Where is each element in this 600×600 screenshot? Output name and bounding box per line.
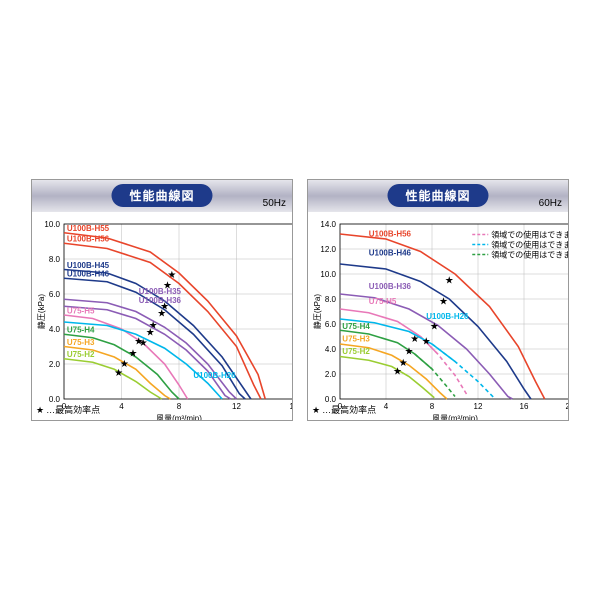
svg-text:風量(m³/min): 風量(m³/min) <box>432 414 478 420</box>
svg-text:★: ★ <box>114 368 123 379</box>
svg-text:8.0: 8.0 <box>49 255 61 264</box>
svg-text:10.0: 10.0 <box>44 220 60 229</box>
svg-text:6.0: 6.0 <box>49 290 61 299</box>
svg-text:★: ★ <box>146 328 155 339</box>
svg-text:8: 8 <box>177 402 182 411</box>
svg-text:U100B-H26: U100B-H26 <box>426 312 469 321</box>
svg-text:2.0: 2.0 <box>325 370 337 379</box>
chart-panel-1: 性能曲線図 60Hz 0481216200.02.04.06.08.010.01… <box>307 179 569 421</box>
panel-frequency: 60Hz <box>539 198 562 209</box>
svg-text:U75-H5: U75-H5 <box>67 306 95 315</box>
svg-text:U100B-H56: U100B-H56 <box>67 235 110 244</box>
footnote: …最高効率点 <box>36 403 100 416</box>
panel-title: 性能曲線図 <box>111 184 212 207</box>
svg-text:U100B-H26: U100B-H26 <box>193 371 236 380</box>
svg-text:★: ★ <box>430 322 439 333</box>
panel-frequency: 50Hz <box>263 198 286 209</box>
svg-text:U100B-H36: U100B-H36 <box>139 296 182 305</box>
svg-text:6.0: 6.0 <box>325 320 337 329</box>
svg-text:U75-H3: U75-H3 <box>67 338 95 347</box>
panel-header: 性能曲線図 50Hz <box>32 180 292 212</box>
svg-text:領域での使用はできません: 領域での使用はできません <box>491 230 568 240</box>
svg-text:16: 16 <box>290 402 292 411</box>
svg-text:14.0: 14.0 <box>320 220 336 229</box>
performance-curve-chart: 04812160.02.04.06.08.010.0風量(m³/min)静圧(k… <box>32 212 292 420</box>
svg-text:4: 4 <box>119 402 124 411</box>
svg-text:4.0: 4.0 <box>325 345 337 354</box>
svg-text:U100B-H46: U100B-H46 <box>67 270 110 279</box>
performance-curve-chart: 0481216200.02.04.06.08.010.012.014.0風量(m… <box>308 212 568 420</box>
svg-text:U75-H2: U75-H2 <box>342 347 370 356</box>
svg-text:★: ★ <box>157 308 166 319</box>
svg-text:★: ★ <box>422 337 431 348</box>
svg-text:4.0: 4.0 <box>49 325 61 334</box>
svg-text:U75-H2: U75-H2 <box>67 350 95 359</box>
svg-text:U75-H4: U75-H4 <box>342 322 370 331</box>
svg-text:領域での使用はできません: 領域での使用はできません <box>491 250 568 260</box>
panel-title: 性能曲線図 <box>387 184 488 207</box>
svg-text:★: ★ <box>139 338 148 349</box>
svg-text:U75-H5: U75-H5 <box>369 297 397 306</box>
chart-panel-0: 性能曲線図 50Hz 04812160.02.04.06.08.010.0風量(… <box>31 179 293 421</box>
svg-text:風量(m³/min): 風量(m³/min) <box>156 414 202 420</box>
svg-text:4: 4 <box>384 402 389 411</box>
svg-text:10.0: 10.0 <box>320 270 336 279</box>
svg-text:U75-H3: U75-H3 <box>342 335 370 344</box>
panel-header: 性能曲線図 60Hz <box>308 180 568 212</box>
svg-text:U100B-H45: U100B-H45 <box>67 261 110 270</box>
svg-text:領域での使用はできません: 領域での使用はできません <box>491 240 568 250</box>
svg-text:静圧(kPa): 静圧(kPa) <box>312 294 322 329</box>
svg-text:U75-H4: U75-H4 <box>67 326 95 335</box>
svg-text:2.0: 2.0 <box>49 360 61 369</box>
svg-text:12: 12 <box>232 402 241 411</box>
svg-text:U100B-H46: U100B-H46 <box>369 248 412 257</box>
svg-text:★: ★ <box>393 367 402 378</box>
svg-text:U100B-H36: U100B-H36 <box>369 282 412 291</box>
svg-text:8.0: 8.0 <box>325 295 337 304</box>
svg-text:8: 8 <box>430 402 435 411</box>
svg-text:U100B-H35: U100B-H35 <box>139 287 182 296</box>
svg-text:16: 16 <box>520 402 529 411</box>
svg-text:静圧(kPa): 静圧(kPa) <box>36 294 46 329</box>
svg-text:12.0: 12.0 <box>320 245 336 254</box>
svg-text:U100B-H55: U100B-H55 <box>67 224 110 233</box>
svg-text:★: ★ <box>439 297 448 308</box>
svg-text:20: 20 <box>566 402 568 411</box>
svg-text:★: ★ <box>405 347 414 358</box>
svg-text:12: 12 <box>474 402 483 411</box>
svg-text:★: ★ <box>129 349 138 360</box>
svg-text:★: ★ <box>445 275 454 286</box>
svg-text:U100B-H56: U100B-H56 <box>369 230 412 239</box>
footnote: …最高効率点 <box>312 403 376 416</box>
